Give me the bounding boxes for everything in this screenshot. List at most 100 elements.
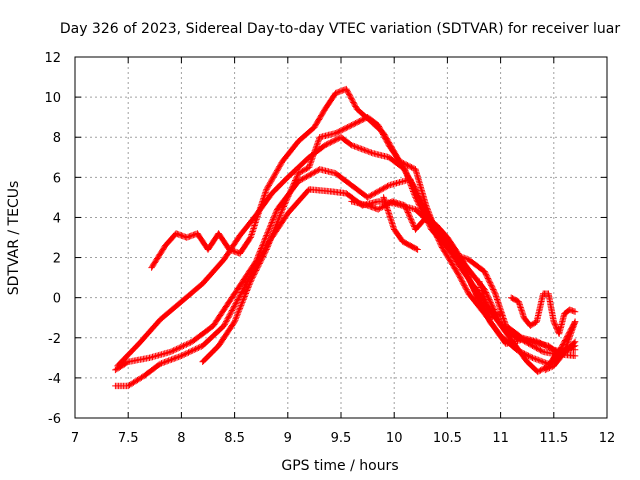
data-point (297, 180, 300, 182)
data-point (335, 172, 337, 174)
data-point (351, 200, 353, 202)
data-point (234, 293, 236, 295)
data-point (255, 260, 257, 263)
x-axis-title: GPS time / hours (281, 458, 398, 474)
x-tick-label: 7 (71, 431, 79, 446)
y-axis-title: SDTVAR / TECUs (6, 181, 22, 296)
data-point (382, 196, 385, 198)
data-point (414, 188, 417, 190)
y-tick-label: 10 (44, 91, 61, 106)
data-point (559, 349, 561, 351)
data-point (531, 345, 534, 347)
x-tick-label: 8 (177, 431, 185, 446)
data-point (388, 156, 390, 158)
data-point (391, 200, 393, 202)
data-point (436, 232, 438, 235)
data-point (212, 325, 214, 327)
data-point (175, 232, 177, 235)
data-point (308, 188, 310, 190)
data-point (356, 108, 358, 110)
data-point (553, 321, 555, 323)
data-point (529, 325, 531, 327)
series-trace-11 (542, 346, 570, 374)
x-tick-label: 9 (284, 431, 292, 446)
y-tick-label: 6 (53, 171, 61, 186)
data-point (297, 140, 300, 142)
data-point (494, 293, 496, 295)
x-tick-label: 10.5 (433, 431, 462, 446)
data-point (489, 317, 491, 319)
y-tick-label: 8 (53, 131, 61, 146)
data-series (112, 85, 579, 390)
data-point (430, 228, 433, 231)
data-point (478, 301, 480, 303)
data-point (244, 285, 246, 287)
data-point (335, 132, 337, 134)
data-point (388, 212, 390, 215)
data-point (218, 232, 220, 235)
data-point (340, 136, 342, 138)
series-trace-10 (550, 318, 579, 361)
data-point (351, 124, 353, 126)
data-point (414, 168, 417, 170)
data-point (484, 270, 486, 273)
data-point (518, 301, 520, 303)
data-point (265, 188, 268, 190)
data-point (478, 281, 480, 283)
x-tick-label: 11 (492, 431, 509, 446)
data-point (159, 319, 161, 321)
data-point (186, 236, 188, 239)
data-point (319, 168, 321, 170)
data-point (489, 321, 491, 323)
data-point (553, 365, 555, 367)
data-point (127, 385, 129, 387)
data-point (202, 345, 204, 347)
data-point (565, 349, 568, 351)
data-point (574, 345, 576, 347)
data-point (441, 246, 443, 249)
data-point (351, 144, 353, 146)
data-point (393, 228, 395, 231)
data-point (127, 361, 129, 363)
data-point (249, 236, 252, 239)
data-point (414, 208, 417, 211)
series-trace-9 (508, 290, 579, 337)
data-point (202, 361, 204, 363)
data-point (510, 297, 512, 299)
data-point (196, 232, 198, 235)
series-trace-7 (380, 194, 421, 253)
data-point (207, 248, 209, 251)
data-point (404, 204, 406, 207)
data-point (228, 248, 230, 251)
data-point (324, 108, 326, 110)
data-point (143, 375, 145, 377)
data-point (148, 357, 151, 359)
data-point (563, 313, 566, 315)
data-point (377, 208, 379, 211)
data-point (388, 144, 390, 146)
data-point (138, 343, 140, 345)
data-point (425, 216, 427, 219)
data-point (536, 321, 538, 323)
data-point (180, 355, 182, 357)
data-point (547, 345, 550, 347)
data-point (559, 357, 561, 359)
data-point (515, 337, 518, 339)
data-point (500, 323, 502, 325)
x-tick-label: 8.5 (224, 431, 245, 446)
data-point (542, 293, 544, 295)
y-tick-label: 4 (53, 211, 61, 226)
data-point (553, 357, 555, 359)
data-point (335, 92, 337, 94)
data-point (191, 341, 193, 343)
data-point (308, 156, 310, 158)
data-point (565, 337, 568, 339)
data-point (151, 266, 153, 269)
x-tick-label: 7.5 (118, 431, 139, 446)
data-point (505, 343, 507, 345)
data-point (500, 313, 502, 315)
data-point (308, 166, 310, 168)
data-point (574, 355, 576, 357)
